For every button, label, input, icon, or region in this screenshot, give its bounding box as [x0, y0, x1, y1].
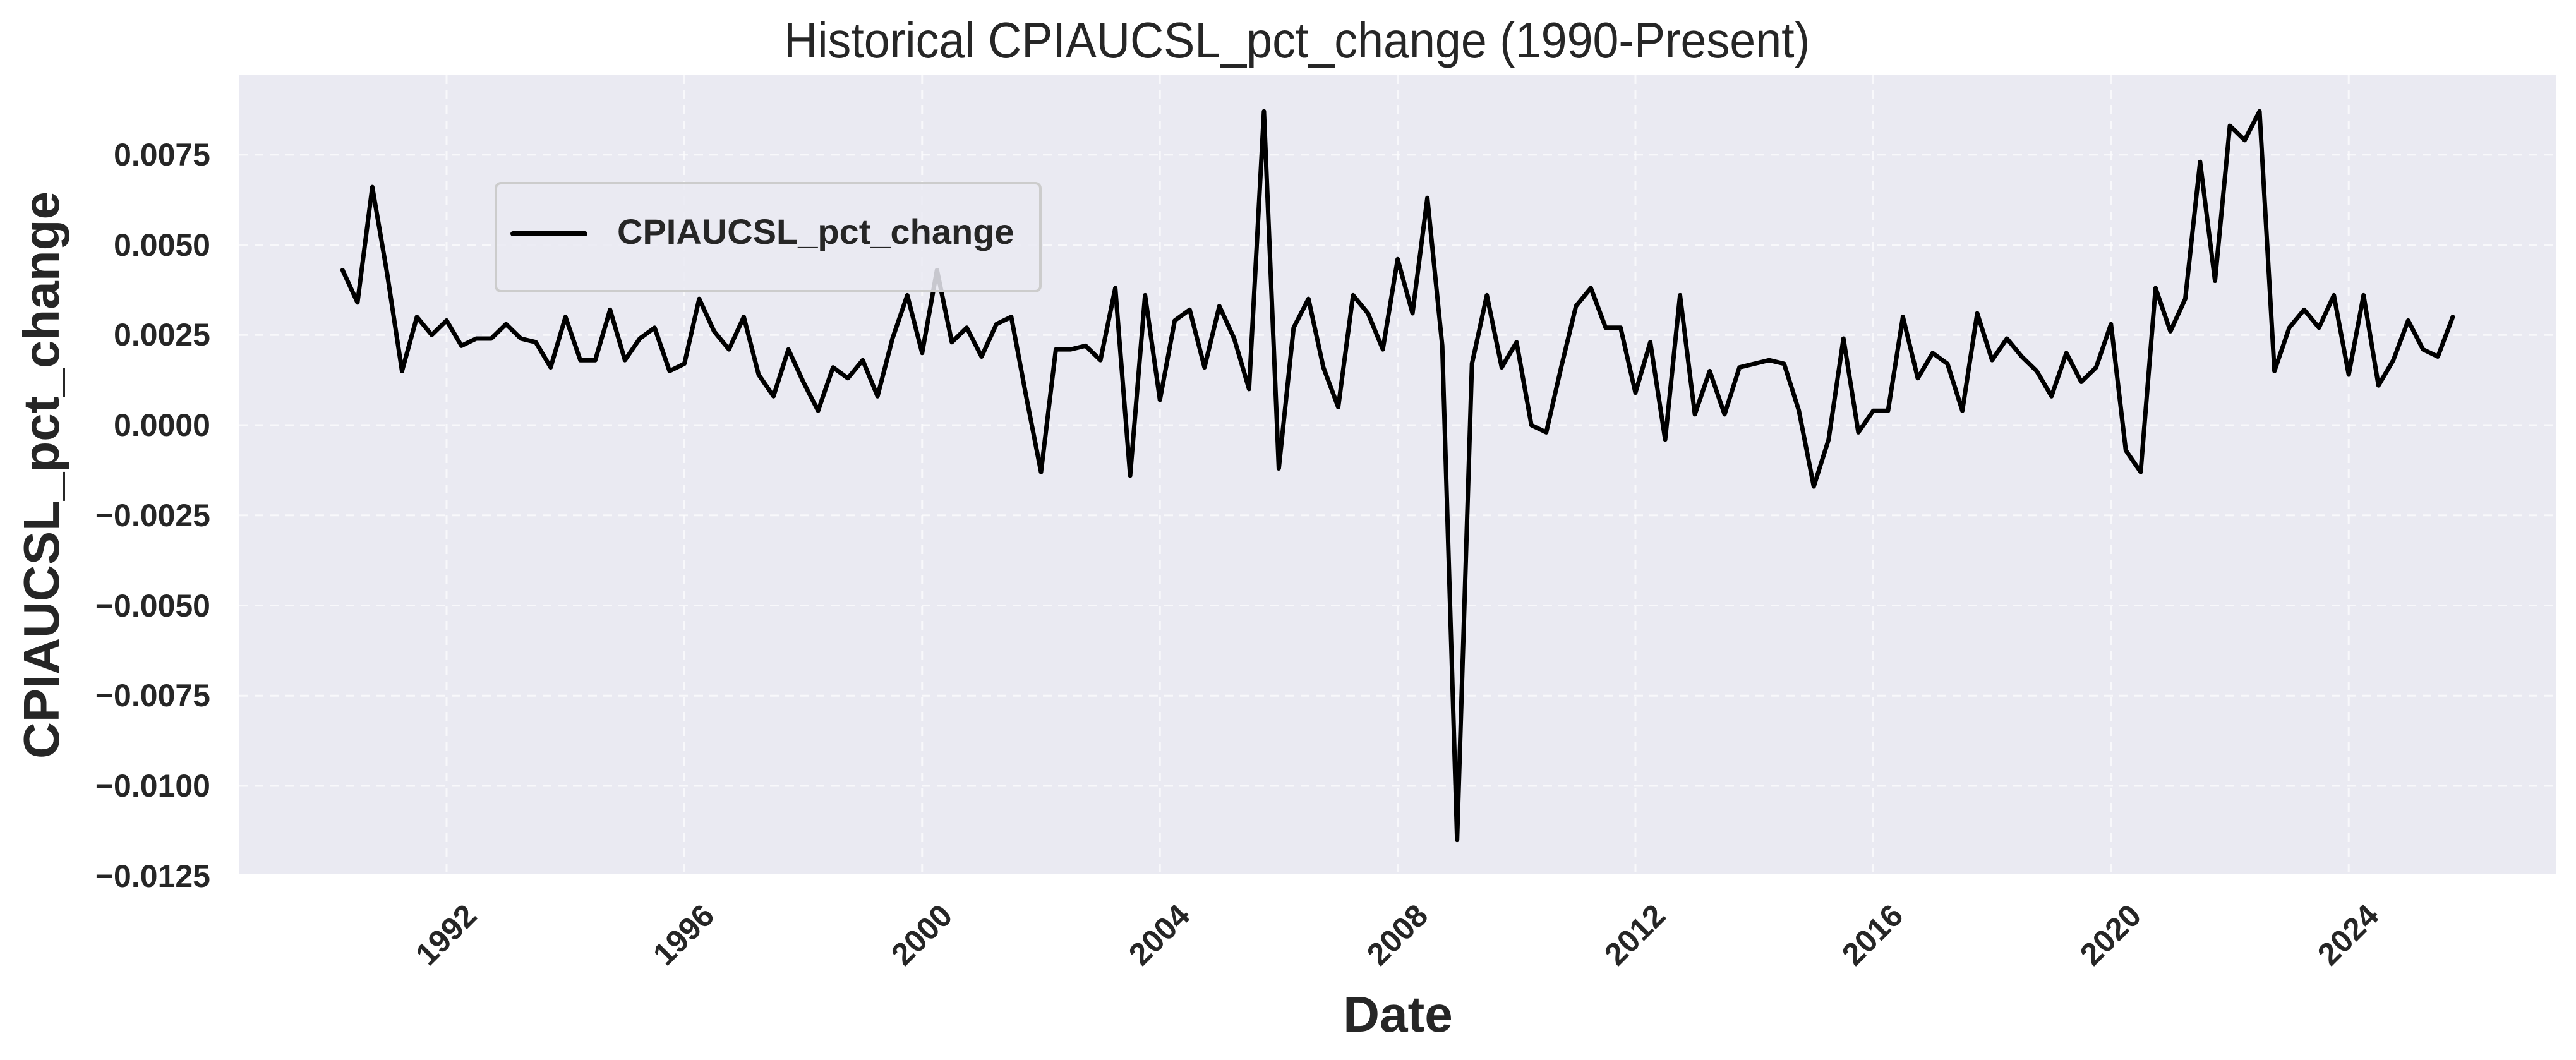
- x-tick-label: 2016: [1835, 897, 1910, 972]
- y-tick-label: −0.0050: [95, 587, 210, 623]
- series-line: [340, 109, 2455, 843]
- y-tick-label: −0.0100: [95, 768, 210, 804]
- x-axis-label: Date: [1343, 986, 1453, 1042]
- y-axis-label: CPIAUCSL_pct_change: [13, 191, 69, 759]
- y-tick-label: −0.0125: [95, 858, 210, 894]
- y-tick-label: −0.0075: [95, 678, 210, 714]
- chart-title: Historical CPIAUCSL_pct_change (1990-Pre…: [784, 12, 1810, 68]
- x-tick-label: 2008: [1359, 897, 1435, 972]
- y-tick-label: 0.0050: [114, 227, 210, 263]
- x-tick-label: 2012: [1598, 897, 1673, 972]
- line-chart: [239, 75, 2556, 874]
- x-tick-label: 2004: [1122, 897, 1197, 972]
- x-tick-label: 2020: [2073, 897, 2148, 972]
- legend-label: CPIAUCSL_pct_change: [617, 212, 1014, 251]
- plot-area: CPIAUCSL_pct_change: [239, 75, 2556, 874]
- y-tick-label: 0.0025: [114, 317, 210, 353]
- legend: CPIAUCSL_pct_change: [495, 182, 1042, 292]
- x-tick-label: 1992: [409, 897, 484, 972]
- legend-line-swatch: [510, 231, 587, 236]
- y-tick-label: −0.0025: [95, 497, 210, 533]
- x-tick-label: 1996: [646, 897, 721, 972]
- x-tick-label: 2024: [2311, 897, 2386, 972]
- x-tick-label: 2000: [884, 897, 960, 972]
- y-tick-label: 0.0000: [114, 407, 210, 443]
- y-tick-label: 0.0075: [114, 136, 210, 172]
